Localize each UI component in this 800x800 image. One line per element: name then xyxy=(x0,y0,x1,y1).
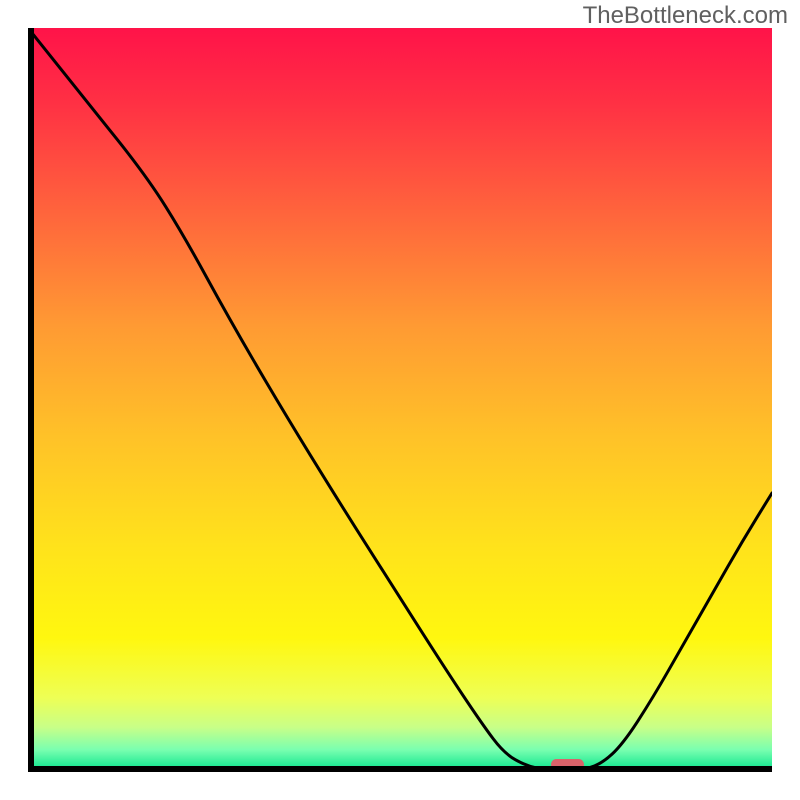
target-marker xyxy=(551,759,584,771)
curve-layer xyxy=(28,28,772,772)
bottleneck-curve xyxy=(28,28,772,771)
attribution-text: TheBottleneck.com xyxy=(583,2,788,30)
plot-area xyxy=(28,28,772,772)
bottleneck-chart: TheBottleneck.com xyxy=(0,0,800,800)
